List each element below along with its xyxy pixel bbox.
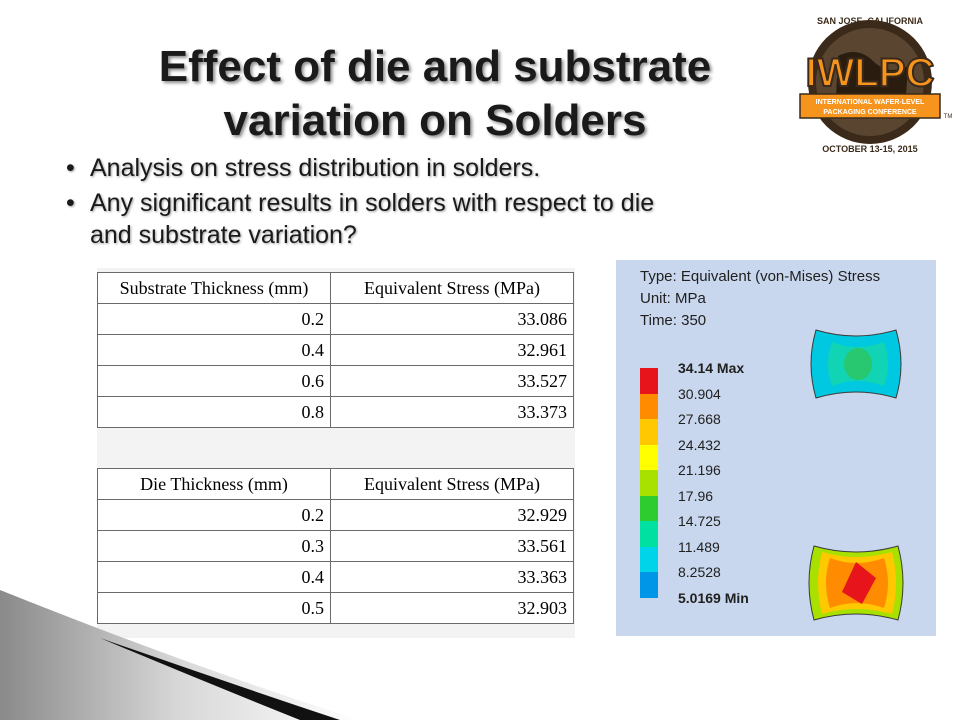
table-cell: 0.8 xyxy=(97,396,331,428)
table-row: 0.4 32.961 xyxy=(97,334,574,366)
logo-banner-line-1: INTERNATIONAL WAFER-LEVEL xyxy=(816,99,925,106)
bullet-text-continued: and substrate variation? xyxy=(90,221,357,249)
table-row: 0.3 33.561 xyxy=(97,530,574,562)
legend-color-band-1 xyxy=(640,393,658,419)
legend-color-band-2 xyxy=(640,419,658,445)
legend-label: 24.432 xyxy=(678,436,721,453)
table-cell: 32.929 xyxy=(330,499,574,531)
simulation-unit: Unit: MPa xyxy=(640,290,706,307)
table-cell: 33.527 xyxy=(330,365,574,397)
table-header: Equivalent Stress (MPa) xyxy=(330,272,574,304)
iwlpc-logo: SAN JOSE, CALIFORNIA IWLPC INTERNATIONAL… xyxy=(799,16,953,154)
table-row: 0.5 32.903 xyxy=(97,592,574,624)
simulation-type: Type: Equivalent (von-Mises) Stress xyxy=(640,268,881,285)
table-cell: 32.903 xyxy=(330,592,574,624)
legend-label-max: 34.14 Max xyxy=(678,360,745,376)
table-header: Substrate Thickness (mm) xyxy=(97,272,331,304)
die-thickness-table: Die Thickness (mm) Equivalent Stress (MP… xyxy=(97,468,574,624)
table-cell: 0.2 xyxy=(97,499,331,531)
table-cell: 33.373 xyxy=(330,396,574,428)
table-row: 0.4 33.363 xyxy=(97,561,574,593)
title-line-1: Effect of die and substrate xyxy=(158,42,712,91)
legend-label: 21.196 xyxy=(678,462,721,478)
bullet-dot: • xyxy=(66,154,75,182)
table-row: 0.2 32.929 xyxy=(97,499,574,531)
simulation-header: Type: Equivalent (von-Mises) Stress Unit… xyxy=(640,266,880,332)
legend-label: 11.489 xyxy=(678,538,720,555)
table-cell: 33.561 xyxy=(330,530,574,562)
logo-top-text: SAN JOSE, CALIFORNIA xyxy=(817,16,924,26)
legend-color-band-5 xyxy=(640,495,658,521)
bullet-item: • Analysis on stress distribution in sold… xyxy=(60,152,840,184)
legend-color-band-8 xyxy=(640,572,658,598)
legend-color-band-0 xyxy=(640,368,658,394)
solder-ball-bottom xyxy=(808,545,904,621)
table-row: 0.8 33.373 xyxy=(97,396,574,428)
stress-legend-labels: 34.14 Max 30.904 27.668 24.432 21.196 17… xyxy=(678,356,749,611)
logo-banner xyxy=(799,93,941,119)
table-cell: 33.086 xyxy=(330,303,574,335)
table-header: Die Thickness (mm) xyxy=(97,468,331,500)
table-cell: 0.5 xyxy=(97,592,331,624)
logo-continent xyxy=(836,52,908,103)
table-cell: 0.4 xyxy=(97,334,331,366)
table-row: 0.6 33.527 xyxy=(97,365,574,397)
legend-color-band-6 xyxy=(640,521,658,547)
legend-label: 27.668 xyxy=(678,411,721,427)
table-cell: 33.363 xyxy=(330,561,574,593)
bullet-dot: • xyxy=(66,189,75,217)
bullet-item: • Any significant results in solders with… xyxy=(60,187,840,251)
table-header-row: Substrate Thickness (mm) Equivalent Stre… xyxy=(97,272,574,304)
table-cell: 32.961 xyxy=(330,334,574,366)
bullet-text: Any significant results in solders with … xyxy=(90,189,655,217)
table-cell: 0.3 xyxy=(97,530,331,562)
stress-legend-colorbar xyxy=(640,368,658,598)
table-row: 0.2 33.086 xyxy=(97,303,574,335)
stress-simulation-image: Type: Equivalent (von-Mises) Stress Unit… xyxy=(616,260,936,636)
legend-label-min: 5.0169 Min xyxy=(678,589,749,606)
table-header: Equivalent Stress (MPa) xyxy=(330,468,574,500)
table-cell: 0.6 xyxy=(97,365,331,397)
decorative-swoosh xyxy=(0,590,360,720)
substrate-thickness-table: Substrate Thickness (mm) Equivalent Stre… xyxy=(97,272,574,428)
slide-title: Effect of die and substrate variation on… xyxy=(90,40,780,148)
legend-label: 8.2528 xyxy=(678,564,721,580)
simulation-time: Time: 350 xyxy=(640,312,707,329)
legend-color-band-4 xyxy=(640,470,658,496)
logo-bottom-text: OCTOBER 13-15, 2015 xyxy=(822,144,917,154)
logo-name: IWLPC xyxy=(806,51,935,95)
legend-color-band-3 xyxy=(640,444,658,470)
bullet-list: • Analysis on stress distribution in sold… xyxy=(60,152,840,254)
legend-label: 17.96 xyxy=(678,487,714,504)
title-line-2: variation on Solders xyxy=(223,96,647,145)
legend-color-band-7 xyxy=(640,546,658,572)
logo-tm: TM xyxy=(944,114,953,120)
bullet-text: Analysis on stress distribution in solde… xyxy=(90,154,541,182)
legend-label: 14.725 xyxy=(678,513,721,529)
logo-banner-line-2: PACKAGING CONFERENCE xyxy=(823,109,917,116)
solder-ball-top xyxy=(810,329,902,399)
table-cell: 0.2 xyxy=(97,303,331,335)
legend-label: 30.904 xyxy=(678,385,721,402)
results-tables: Substrate Thickness (mm) Equivalent Stre… xyxy=(97,268,575,638)
table-header-row: Die Thickness (mm) Equivalent Stress (MP… xyxy=(97,468,574,500)
